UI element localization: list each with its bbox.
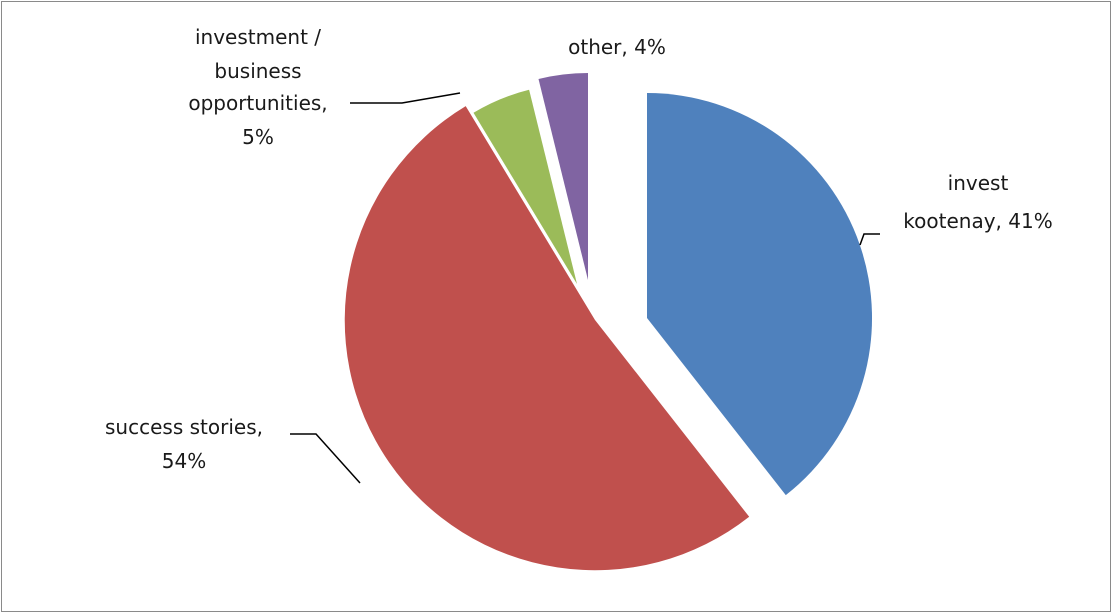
- pie-slice-investment-business-opportunities: [473, 89, 577, 284]
- leader-line: [290, 433, 361, 484]
- slice-label: investment / business opportunities, 5%: [188, 25, 327, 149]
- pie-slice-invest-kootenay: [647, 93, 873, 496]
- pie-slice-other: [538, 73, 588, 280]
- pie-slice-success-stories: [344, 106, 750, 571]
- slice-label: other, 4%: [568, 35, 666, 59]
- leader-line: [350, 92, 461, 104]
- slice-label: invest kootenay, 41%: [903, 171, 1052, 233]
- leader-line: [859, 233, 880, 246]
- slice-label: success stories, 54%: [105, 415, 263, 473]
